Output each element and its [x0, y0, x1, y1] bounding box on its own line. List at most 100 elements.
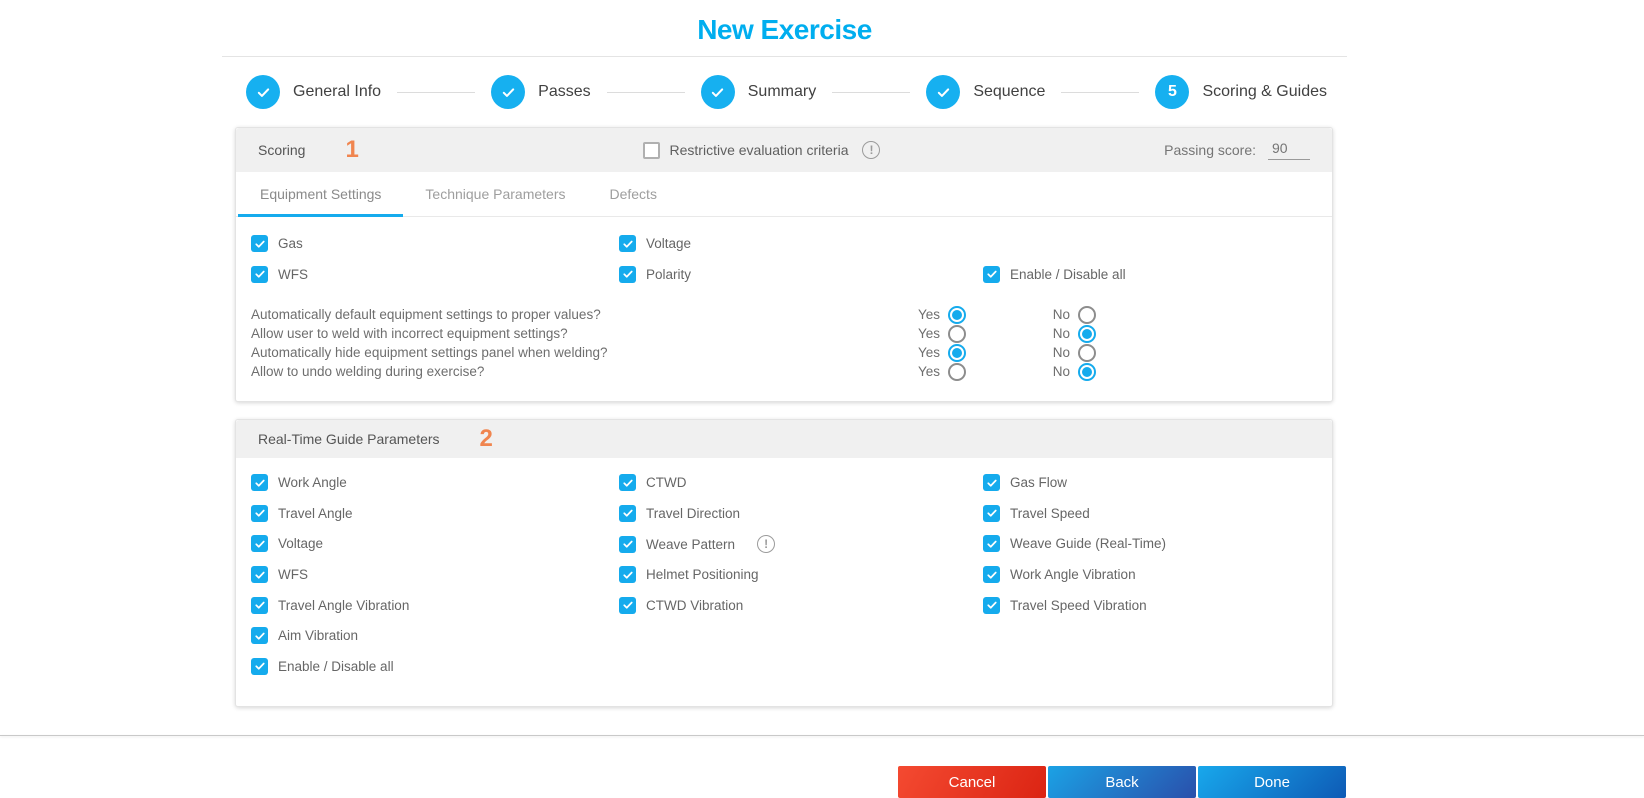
- checkbox-checked-icon[interactable]: [619, 474, 636, 491]
- checkbox-wfs[interactable]: WFS: [251, 265, 308, 283]
- checkbox-checked-icon[interactable]: [983, 504, 1000, 522]
- checkbox-enable-disable-all[interactable]: Enable / Disable all: [251, 657, 394, 675]
- checkbox-polarity[interactable]: Polarity: [619, 265, 691, 283]
- step-summary[interactable]: Summary: [700, 75, 816, 109]
- checkbox-checked-icon[interactable]: [251, 235, 268, 252]
- checkbox-checked-icon[interactable]: [251, 504, 268, 522]
- checkbox-voltage[interactable]: Voltage: [619, 235, 691, 252]
- checkbox-checked-icon[interactable]: [619, 566, 636, 583]
- yes-radio[interactable]: [948, 362, 966, 381]
- no-option[interactable]: No: [1036, 362, 1096, 381]
- no-option[interactable]: No: [1036, 305, 1096, 324]
- checkbox-work-angle-vibration[interactable]: Work Angle Vibration: [983, 566, 1136, 583]
- checkbox-travel-angle-vibration[interactable]: Travel Angle Vibration: [251, 596, 409, 614]
- checkbox-checked-icon[interactable]: [619, 596, 636, 614]
- step-sequence[interactable]: Sequence: [926, 75, 1045, 109]
- checkbox-label: Travel Angle: [278, 505, 353, 521]
- checkbox-aim-vibration[interactable]: Aim Vibration: [251, 627, 358, 644]
- step-passes[interactable]: Passes: [491, 75, 591, 109]
- checkbox-label: CTWD: [646, 475, 687, 490]
- question-row: Allow to undo welding during exercise? Ye…: [251, 362, 1332, 381]
- yes-option[interactable]: Yes: [896, 305, 966, 324]
- back-button[interactable]: Back: [1048, 766, 1196, 798]
- checkbox-ctwd[interactable]: CTWD: [619, 474, 687, 491]
- checkbox-checked-icon[interactable]: [619, 504, 636, 522]
- yes-label: Yes: [917, 364, 940, 379]
- passing-score-input[interactable]: [1268, 140, 1310, 160]
- checkbox-cell: Travel Direction: [619, 504, 983, 525]
- tab-technique-parameters[interactable]: Technique Parameters: [425, 186, 566, 202]
- restrictive-checkbox-icon[interactable]: [642, 141, 660, 159]
- checkbox-checked-icon[interactable]: [983, 566, 1000, 583]
- checkbox-label: Gas Flow: [1010, 475, 1068, 490]
- checkbox-checked-icon[interactable]: [983, 474, 1000, 491]
- checkbox-checked-icon[interactable]: [251, 657, 268, 675]
- checkbox-checked-icon[interactable]: [251, 627, 268, 644]
- checkbox-cell: Enable / Disable all: [251, 657, 619, 678]
- yes-radio[interactable]: [948, 305, 966, 324]
- checkbox-checked-icon[interactable]: [251, 535, 268, 552]
- checkbox-checked-icon[interactable]: [983, 596, 1000, 614]
- checkbox-checked-icon[interactable]: [619, 265, 636, 283]
- checkbox-checked-icon[interactable]: [251, 596, 268, 614]
- checkbox-weave-pattern[interactable]: Weave Pattern!: [619, 535, 776, 553]
- restrictive-criteria-checkbox[interactable]: Restrictive evaluation criteria !: [642, 141, 881, 159]
- checkbox-enable-disable-all[interactable]: Enable / Disable all: [983, 265, 1126, 283]
- checkbox-label: Enable / Disable all: [278, 658, 394, 674]
- cancel-button[interactable]: Cancel: [898, 766, 1046, 798]
- checkbox-travel-direction[interactable]: Travel Direction: [619, 504, 740, 522]
- tab-defects[interactable]: Defects: [609, 186, 657, 202]
- step-label: Passes: [538, 83, 591, 100]
- no-option[interactable]: No: [1036, 324, 1096, 343]
- checkbox-label: Work Angle: [278, 475, 347, 490]
- footer-buttons: Cancel Back Done: [0, 766, 1346, 798]
- no-radio[interactable]: [1078, 343, 1096, 362]
- no-radio[interactable]: [1078, 305, 1096, 324]
- checkbox-checked-icon[interactable]: [251, 265, 268, 283]
- checkbox-checked-icon[interactable]: [251, 474, 268, 491]
- step-label: General Info: [293, 83, 382, 100]
- checkbox-travel-speed-vibration[interactable]: Travel Speed Vibration: [983, 596, 1147, 614]
- step-general-info[interactable]: General Info: [246, 75, 381, 109]
- checkbox-weave-guide-real-time[interactable]: Weave Guide (Real-Time): [983, 535, 1166, 552]
- question-text: Allow user to weld with incorrect equipm…: [251, 326, 568, 341]
- checkbox-gas-flow[interactable]: Gas Flow: [983, 474, 1067, 491]
- checkbox-helmet-positioning[interactable]: Helmet Positioning: [619, 566, 759, 583]
- yes-option[interactable]: Yes: [896, 362, 966, 381]
- scoring-tabs: Equipment Settings Technique Parameters De…: [236, 172, 1332, 217]
- checkbox-wfs[interactable]: WFS: [251, 566, 308, 583]
- checkbox-label: WFS: [278, 266, 308, 282]
- checkbox-row: Gas Voltage: [236, 235, 1332, 255]
- no-option[interactable]: No: [1036, 343, 1096, 362]
- yes-label: Yes: [917, 345, 940, 360]
- no-radio[interactable]: [1078, 324, 1096, 343]
- yes-option[interactable]: Yes: [896, 343, 966, 362]
- checkbox-checked-icon[interactable]: [619, 235, 636, 252]
- checkbox-travel-angle[interactable]: Travel Angle: [251, 504, 353, 522]
- checkbox-voltage[interactable]: Voltage: [251, 535, 323, 552]
- checkbox-checked-icon[interactable]: [983, 535, 1000, 552]
- yes-radio[interactable]: [948, 324, 966, 343]
- checkbox-ctwd-vibration[interactable]: CTWD Vibration: [619, 596, 743, 614]
- checkbox-cell: [983, 627, 1332, 647]
- checkbox-checked-icon[interactable]: [251, 566, 268, 583]
- no-label: No: [1052, 326, 1070, 341]
- info-icon[interactable]: !: [757, 535, 776, 553]
- checkbox-label: Weave Pattern: [646, 536, 736, 552]
- checkbox-cell: CTWD Vibration: [619, 596, 983, 617]
- checkbox-travel-speed[interactable]: Travel Speed: [983, 504, 1090, 522]
- done-button[interactable]: Done: [1198, 766, 1346, 798]
- checkbox-checked-icon[interactable]: [983, 265, 1000, 283]
- yes-radio[interactable]: [948, 343, 966, 362]
- passing-score-group: Passing score:: [1164, 140, 1310, 160]
- checkbox-work-angle[interactable]: Work Angle: [251, 474, 347, 491]
- checkbox-label: Gas: [278, 236, 303, 251]
- tab-equipment-settings[interactable]: Equipment Settings: [238, 172, 404, 217]
- yes-option[interactable]: Yes: [896, 324, 966, 343]
- checkbox-gas[interactable]: Gas: [251, 235, 303, 252]
- step-scoring-guides[interactable]: 5 Scoring & Guides: [1155, 75, 1327, 109]
- no-radio[interactable]: [1078, 362, 1096, 381]
- step-label: Sequence: [973, 83, 1046, 100]
- checkbox-checked-icon[interactable]: [619, 535, 636, 553]
- info-icon[interactable]: !: [862, 141, 881, 159]
